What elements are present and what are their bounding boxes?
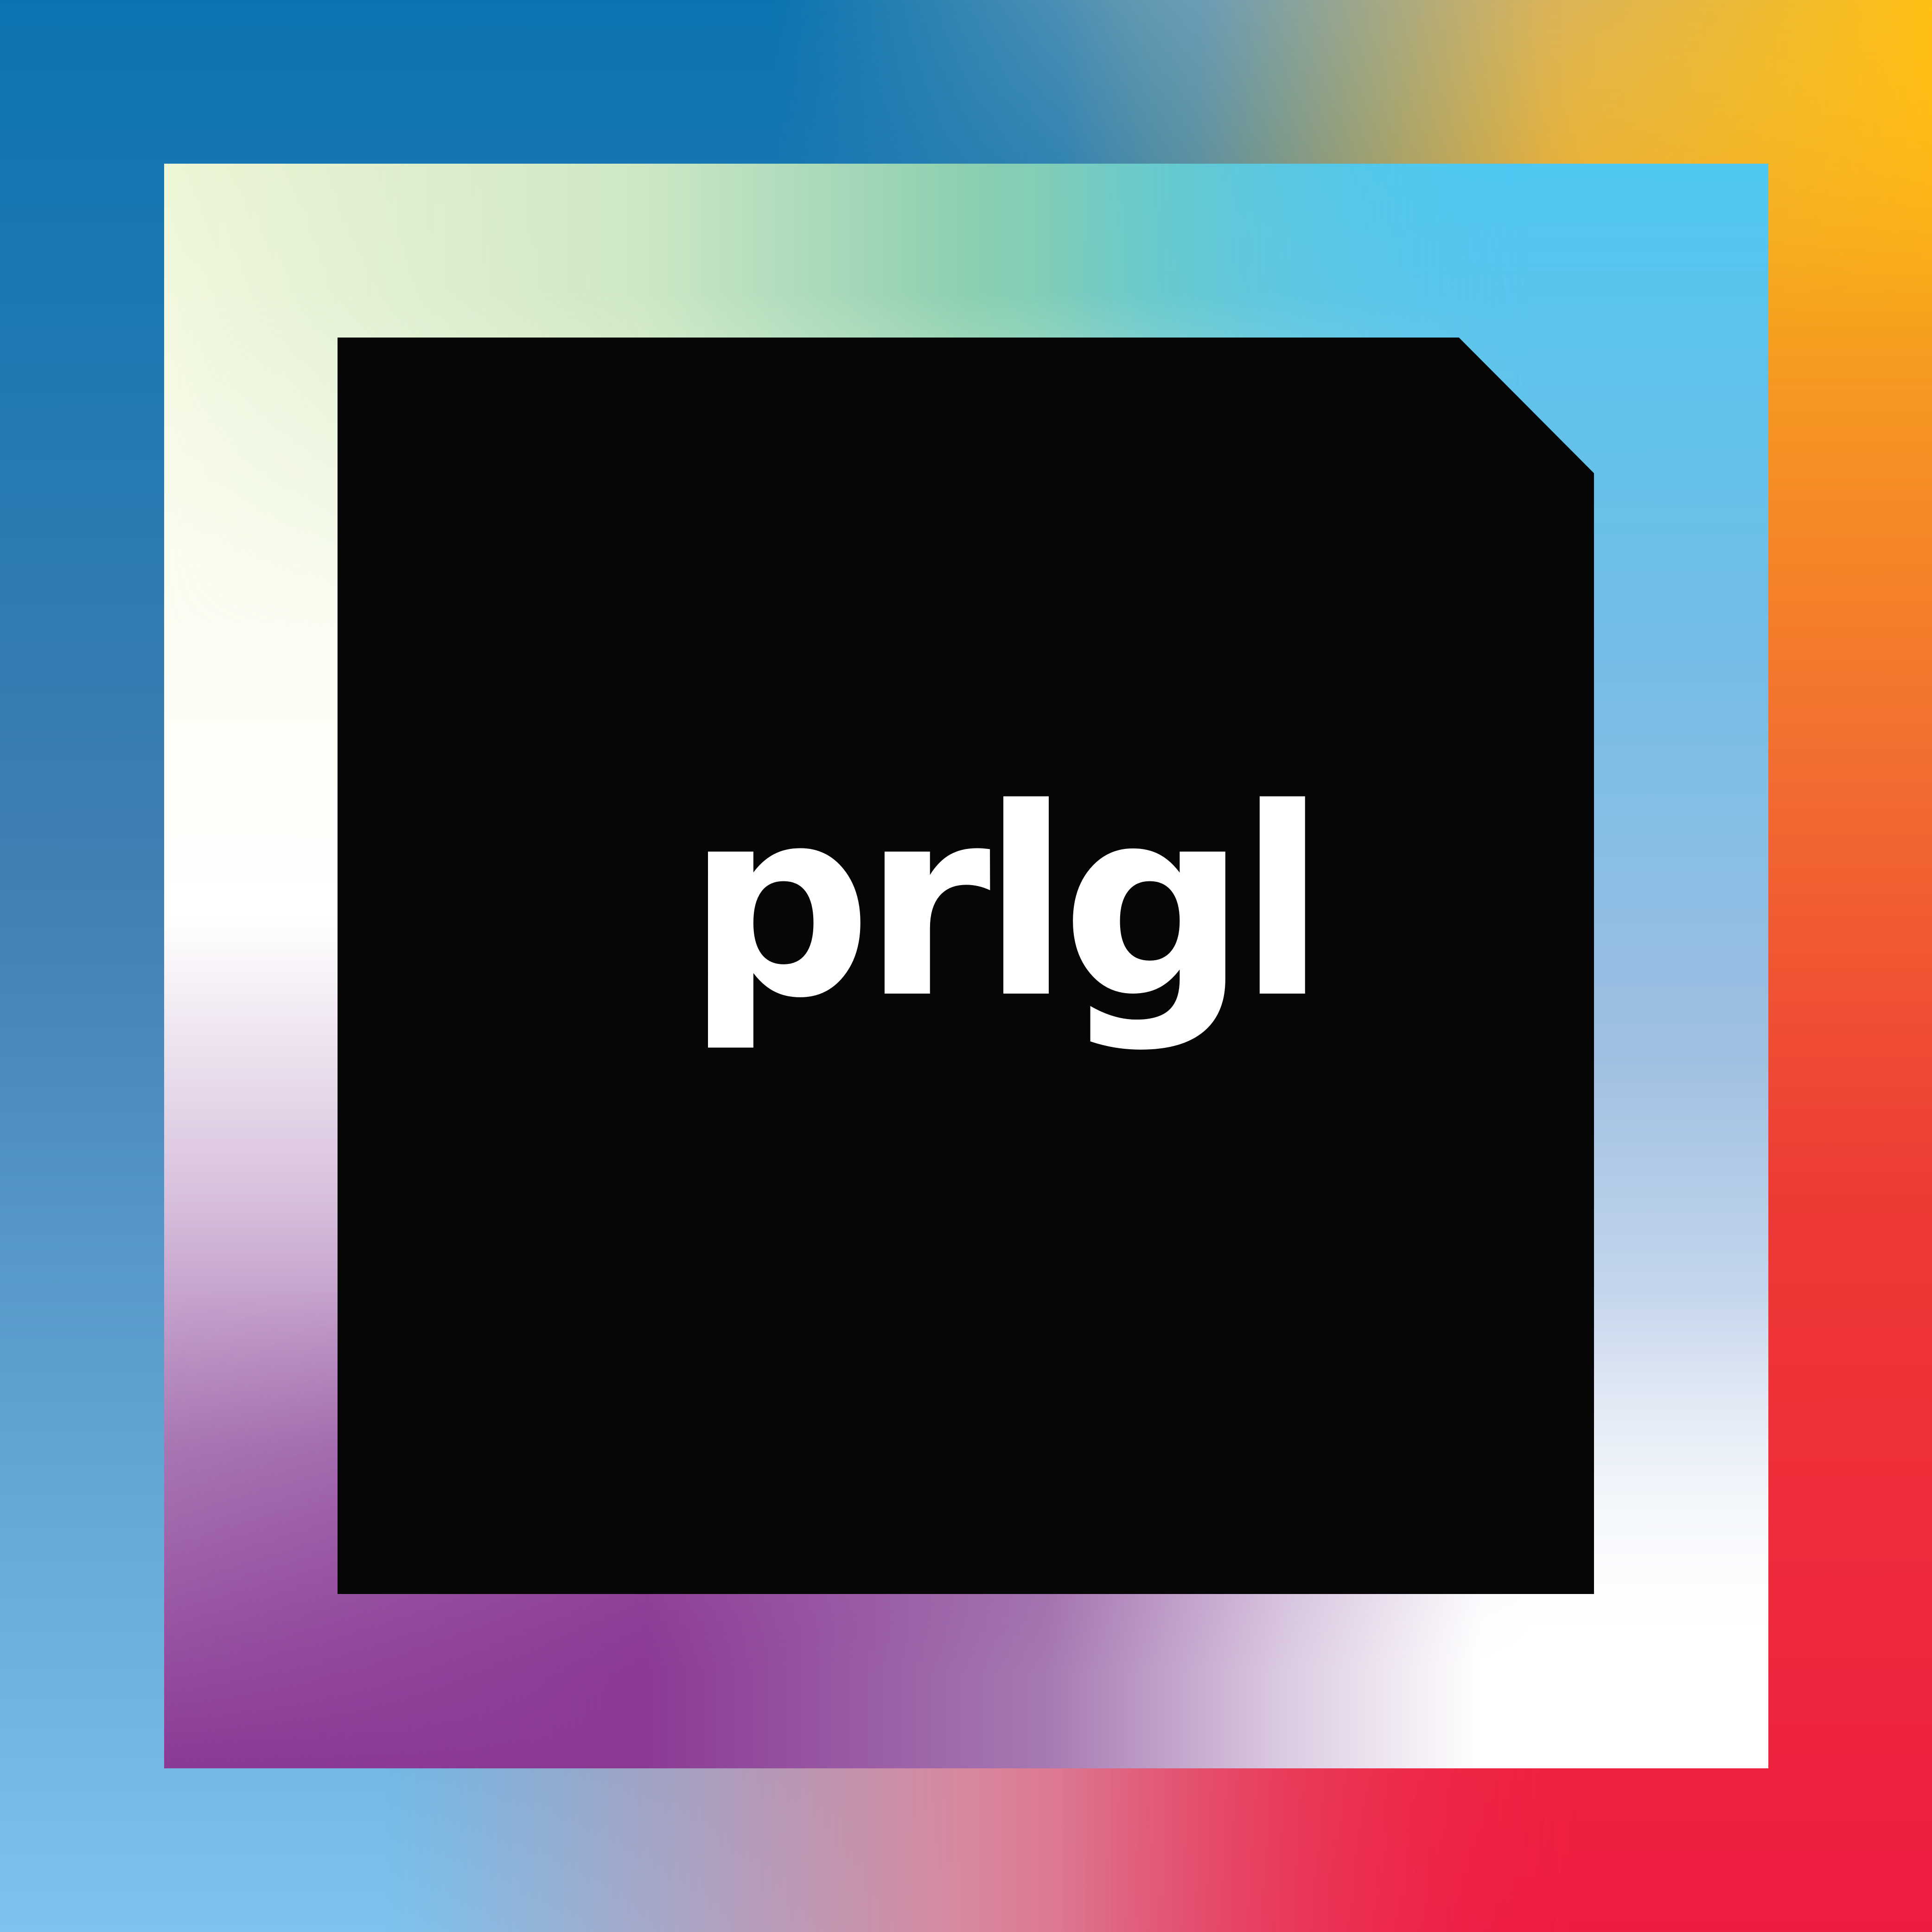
brand-wordmark: prlgl — [686, 753, 1327, 1055]
black-panel — [338, 338, 1594, 1594]
